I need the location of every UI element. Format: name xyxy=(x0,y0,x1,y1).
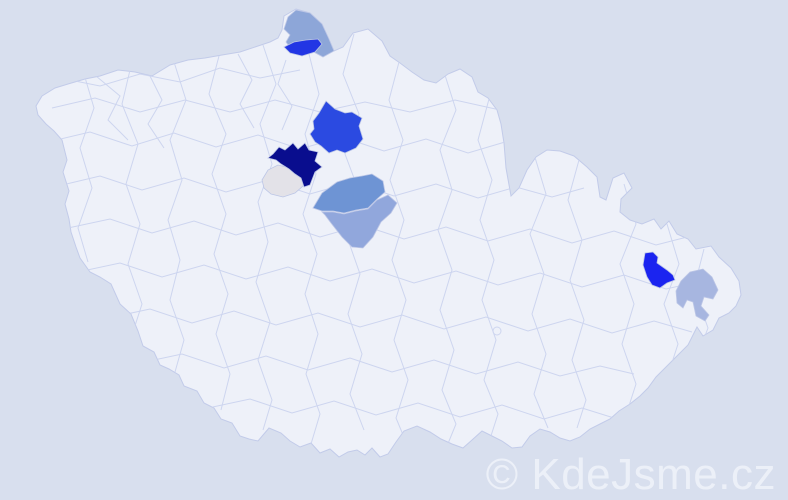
district-central-steel-lower xyxy=(321,194,398,249)
district-border-mesh xyxy=(47,33,709,447)
district-central-navy xyxy=(267,142,323,188)
district-central-north xyxy=(309,100,364,154)
district-north-small xyxy=(283,38,323,57)
watermark-text: © KdeJsme.cz xyxy=(486,450,776,499)
district-east-bright xyxy=(642,251,676,289)
small-enclave-outline xyxy=(492,326,502,336)
district-central-steel-upper xyxy=(312,173,386,214)
country-outline xyxy=(35,8,742,458)
district-east-light xyxy=(675,268,719,322)
